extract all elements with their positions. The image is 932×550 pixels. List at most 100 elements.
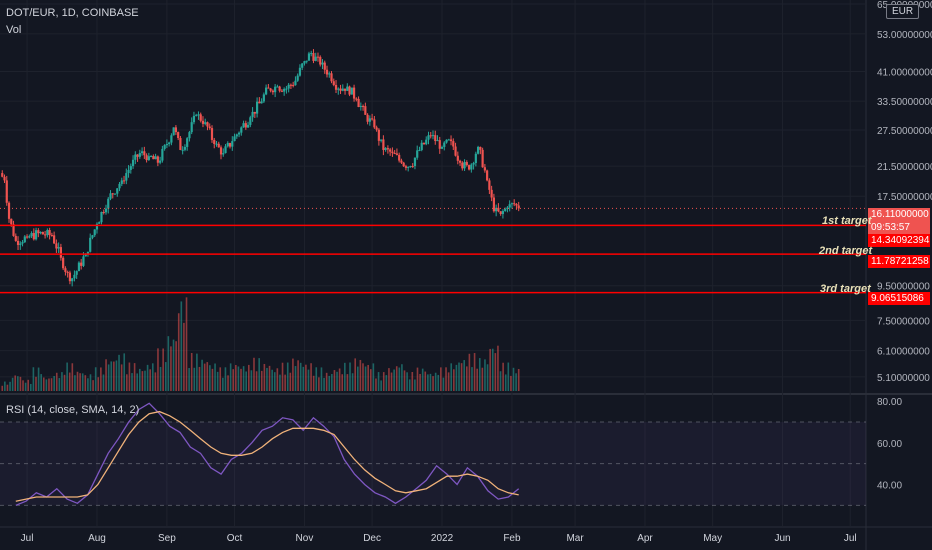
volume-bar (14, 375, 17, 391)
volume-bar (297, 360, 299, 391)
price-tick-label: 41.00000000 (877, 68, 932, 79)
volume-bar (198, 366, 201, 391)
volume-bar (305, 364, 307, 391)
candle-body (346, 86, 349, 91)
candle-body (404, 166, 408, 168)
candle-body (434, 135, 437, 142)
candle-body (3, 176, 6, 181)
target-3-label: 3rd target (820, 283, 871, 295)
candle-body (80, 262, 83, 266)
currency-button[interactable]: EUR (886, 4, 920, 19)
candle-body (499, 211, 502, 215)
candle-body (377, 129, 380, 141)
candle-body (382, 139, 385, 150)
candle-body (504, 208, 507, 212)
volume-bar (242, 366, 245, 391)
volume-bar (206, 362, 209, 391)
candle-body (321, 62, 324, 65)
candle-body (201, 120, 205, 124)
volume-bar (120, 364, 123, 391)
symbol-legend[interactable]: DOT/EUR, 1D, COINBASE (6, 7, 139, 19)
candle-body (361, 106, 365, 108)
candle-body (14, 235, 17, 241)
candle-body (470, 164, 473, 170)
candle-body (497, 207, 500, 212)
target-2-label: 2nd target (819, 245, 873, 257)
volume-bar (268, 365, 271, 391)
volume-legend[interactable]: Vol (6, 24, 22, 36)
candle-body (228, 143, 232, 147)
volume-bar (484, 359, 486, 391)
candle-body (474, 153, 477, 163)
volume-bar (338, 368, 341, 391)
volume-bar (318, 377, 320, 391)
volume-bar (440, 367, 442, 391)
volume-bar (468, 353, 471, 391)
volume-bar (380, 380, 382, 391)
candle-body (138, 153, 141, 157)
candle-body (113, 193, 117, 195)
candle-body (37, 230, 40, 234)
candle-body (192, 115, 196, 123)
candle-body (25, 236, 29, 238)
volume-bar (517, 368, 520, 391)
candle-body (371, 118, 374, 120)
volume-bar (105, 359, 107, 391)
time-tick-label: Sep (158, 533, 176, 544)
volume-bar (398, 367, 401, 391)
candle-body (111, 193, 114, 195)
price-tick-label: 6.10000000 (877, 347, 930, 358)
candle-body (226, 143, 229, 147)
volume-bar (489, 348, 491, 391)
volume-bar (294, 366, 297, 391)
candle-body (393, 153, 396, 155)
candle-body (280, 90, 284, 92)
candle-body (463, 162, 466, 169)
volume-bar (164, 362, 167, 391)
candle-body (386, 148, 389, 150)
volume-bar (240, 368, 242, 391)
candle-body (447, 139, 450, 141)
candle-body (251, 111, 254, 118)
volume-bar (286, 362, 289, 391)
volume-bar (45, 379, 48, 391)
candle-body (165, 143, 168, 146)
volume-bar (388, 368, 390, 391)
volume-bar (445, 367, 447, 391)
volume-bar (320, 367, 323, 391)
candle-body (188, 132, 191, 139)
candle-body (237, 132, 241, 135)
volume-bar (175, 341, 177, 391)
candle-body (515, 203, 518, 206)
volume-bar (9, 381, 11, 391)
volume-bar (19, 376, 22, 391)
volume-bar (494, 353, 497, 391)
candle-body (517, 205, 520, 209)
rsi-legend[interactable]: RSI (14, close, SMA, 14, 2) (6, 404, 140, 416)
target-1-label: 1st target (822, 215, 872, 227)
target-3-badge: 9.06515086 (868, 292, 930, 305)
candle-body (389, 149, 392, 152)
candle-body (319, 56, 322, 65)
candle-body (449, 139, 453, 142)
time-tick-label: Feb (503, 533, 521, 544)
candle-body (407, 166, 410, 168)
candle-body (7, 202, 11, 219)
candle-body (501, 211, 505, 215)
volume-bar (118, 354, 120, 391)
volume-bar (193, 367, 196, 391)
price-tick-label: 17.50000000 (877, 192, 932, 203)
candle-body (285, 88, 288, 90)
volume-bar (351, 373, 354, 391)
candle-body (161, 148, 164, 161)
time-tick-label: Dec (363, 533, 381, 544)
candle-body (68, 272, 72, 282)
candle-body (100, 212, 103, 223)
volume-bar (22, 380, 24, 391)
candle-body (30, 233, 33, 237)
candle-body (89, 237, 92, 252)
candle-body (172, 127, 175, 136)
candle-body (343, 88, 347, 91)
